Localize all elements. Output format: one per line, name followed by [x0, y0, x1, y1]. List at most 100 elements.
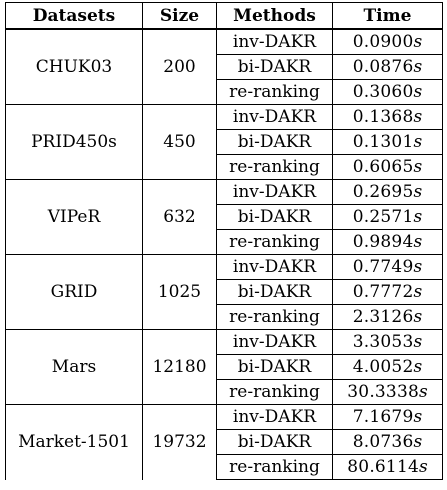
timing-table: Datasets Size Methods Time CHUK03 200 inv-…: [5, 2, 443, 480]
method-cell: re-ranking: [216, 79, 333, 105]
size-cell: 632: [142, 179, 217, 255]
time-value: 4.0052: [352, 357, 414, 377]
header-time: Time: [332, 2, 443, 29]
time-value: 0.2571: [352, 207, 414, 227]
time-value: 0.0876: [352, 57, 414, 77]
time-value: 0.1368: [352, 107, 414, 127]
time-unit: s: [418, 457, 428, 477]
method-cell: bi-DAKR: [216, 54, 333, 80]
time-cell: 30.3338s: [332, 379, 443, 405]
time-unit: s: [418, 382, 428, 402]
time-value: 0.6065: [352, 157, 414, 177]
time-cell: 0.7772s: [332, 279, 443, 305]
time-unit: s: [413, 32, 423, 52]
time-cell: 7.1679s: [332, 404, 443, 430]
time-unit: s: [413, 182, 423, 202]
table-row: bi-DAKR 8.0736s: [6, 429, 443, 455]
method-cell: bi-DAKR: [216, 279, 333, 305]
method-cell: bi-DAKR: [216, 129, 333, 155]
time-cell: 0.2695s: [332, 179, 443, 205]
time-unit: s: [413, 257, 423, 277]
size-cell: 450: [142, 104, 217, 180]
table-row: re-ranking 0.9894s: [6, 229, 443, 255]
dataset-cell: VIPeR: [5, 179, 143, 255]
dataset-cell: GRID: [5, 254, 143, 330]
size-cell: 200: [142, 29, 217, 105]
method-cell: inv-DAKR: [216, 329, 333, 355]
time-unit: s: [413, 407, 423, 427]
dataset-cell: Market-1501: [5, 404, 143, 480]
time-unit: s: [413, 82, 423, 102]
time-unit: s: [413, 332, 423, 352]
time-cell: 0.0876s: [332, 54, 443, 80]
method-cell: inv-DAKR: [216, 29, 333, 55]
time-cell: 4.0052s: [332, 354, 443, 380]
table-row: re-ranking 30.3338s: [6, 379, 443, 405]
dataset-cell: Mars: [5, 329, 143, 405]
time-cell: 0.6065s: [332, 154, 443, 180]
time-unit: s: [413, 57, 423, 77]
table-row: bi-DAKR 0.0876s: [6, 54, 443, 80]
time-value: 80.6114: [347, 457, 419, 477]
time-unit: s: [413, 432, 423, 452]
time-cell: 0.3060s: [332, 79, 443, 105]
time-value: 0.9894: [352, 232, 414, 252]
table-row: Mars 12180 inv-DAKR 3.3053s: [5, 329, 443, 405]
table-row: Market-1501 19732 inv-DAKR 7.1679s: [5, 404, 443, 480]
time-value: 8.0736: [352, 432, 414, 452]
time-value: 0.0900: [352, 32, 414, 52]
time-unit: s: [413, 207, 423, 227]
time-value: 0.3060: [352, 82, 414, 102]
dataset-cell: CHUK03: [5, 29, 143, 105]
method-cell: inv-DAKR: [216, 254, 333, 280]
time-cell: 0.2571s: [332, 204, 443, 230]
method-cell: bi-DAKR: [216, 354, 333, 380]
method-cell: inv-DAKR: [216, 404, 333, 430]
table-body: CHUK03 200 inv-DAKR 0.0900s bi-DAKR 0.0876s re…: [5, 29, 443, 480]
dataset-cell: PRID450s: [5, 104, 143, 180]
table-row: CHUK03 200 inv-DAKR 0.0900s: [5, 29, 443, 105]
time-unit: s: [413, 157, 423, 177]
time-cell: 0.1301s: [332, 129, 443, 155]
method-cell: re-ranking: [216, 454, 333, 480]
time-value: 0.2695: [352, 182, 414, 202]
method-cell: re-ranking: [216, 304, 333, 330]
size-cell: 19732: [142, 404, 217, 480]
time-unit: s: [413, 357, 423, 377]
method-cell: re-ranking: [216, 379, 333, 405]
table-row: GRID 1025 inv-DAKR 0.7749s: [5, 254, 443, 330]
header-methods: Methods: [216, 2, 333, 29]
size-cell: 1025: [142, 254, 217, 330]
method-cell: bi-DAKR: [216, 204, 333, 230]
time-unit: s: [413, 307, 423, 327]
time-value: 7.1679: [352, 407, 414, 427]
size-cell: 12180: [142, 329, 217, 405]
time-value: 0.7772: [352, 282, 414, 302]
time-unit: s: [413, 132, 423, 152]
header-size: Size: [142, 2, 217, 29]
method-cell: re-ranking: [216, 229, 333, 255]
table-row: bi-DAKR 4.0052s: [6, 354, 443, 380]
table-row: re-ranking 0.3060s: [6, 79, 443, 105]
table-row: re-ranking 2.3126s: [6, 304, 443, 330]
method-cell: inv-DAKR: [216, 104, 333, 130]
method-cell: re-ranking: [216, 154, 333, 180]
table-row: VIPeR 632 inv-DAKR 0.2695s: [5, 179, 443, 255]
method-cell: inv-DAKR: [216, 179, 333, 205]
header-row: Datasets Size Methods Time: [5, 2, 443, 29]
method-cell: bi-DAKR: [216, 429, 333, 455]
table-row: PRID450s 450 inv-DAKR 0.1368s: [5, 104, 443, 180]
time-value: 2.3126: [352, 307, 414, 327]
time-cell: 0.7749s: [332, 254, 443, 280]
time-cell: 0.9894s: [332, 229, 443, 255]
header-datasets: Datasets: [5, 2, 143, 29]
time-value: 0.7749: [352, 257, 414, 277]
time-unit: s: [413, 282, 423, 302]
time-cell: 2.3126s: [332, 304, 443, 330]
time-cell: 3.3053s: [332, 329, 443, 355]
time-unit: s: [413, 107, 423, 127]
time-cell: 0.1368s: [332, 104, 443, 130]
time-unit: s: [413, 232, 423, 252]
time-value: 30.3338: [347, 382, 419, 402]
time-cell: 8.0736s: [332, 429, 443, 455]
